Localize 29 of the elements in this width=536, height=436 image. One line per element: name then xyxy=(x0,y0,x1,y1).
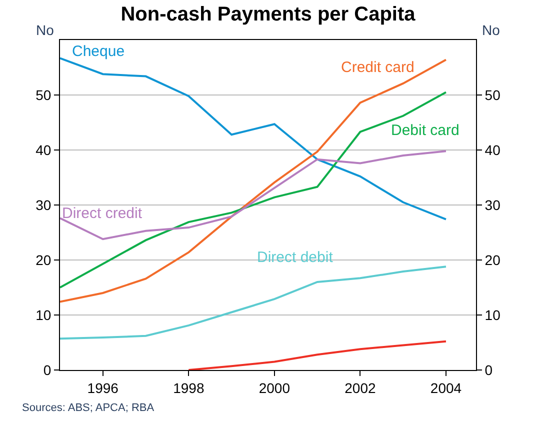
y-tick-label: 40 xyxy=(36,142,52,158)
chart-title: Non-cash Payments per Capita xyxy=(120,4,416,26)
y2-tick-label: 10 xyxy=(484,306,501,323)
y-tick-label: 10 xyxy=(36,306,52,323)
y-axis-title: No xyxy=(36,22,54,38)
y2-axis-title: No xyxy=(482,22,500,38)
y-tick-label: 30 xyxy=(36,196,52,213)
y-tick-label: 20 xyxy=(36,252,52,268)
x-tick-label: 2000 xyxy=(258,380,290,396)
line-series xyxy=(60,266,447,340)
series-label: Credit card xyxy=(341,59,414,76)
y2-tick-label: 40 xyxy=(484,142,501,158)
line-series xyxy=(60,150,447,240)
source-note: Sources: ABS; APCA; RBA xyxy=(22,402,155,414)
y2-tick-label: 50 xyxy=(484,86,501,103)
series-label: Direct credit xyxy=(62,205,143,222)
y-tick-label: 50 xyxy=(36,86,52,103)
x-tick-label: 1996 xyxy=(87,380,119,396)
line-series xyxy=(188,340,447,370)
y2-tick-label: 0 xyxy=(484,362,493,378)
x-tick-label: 2002 xyxy=(344,380,376,396)
y-tick-label: 0 xyxy=(43,362,52,378)
series-label: Cheque xyxy=(72,43,125,60)
x-tick-label: 2004 xyxy=(430,380,462,396)
y2-tick-label: 20 xyxy=(484,252,501,268)
series-label: Debit card xyxy=(391,122,460,139)
x-tick-label: 1998 xyxy=(173,380,204,396)
series-label: Direct debit xyxy=(257,249,334,266)
y2-tick-label: 30 xyxy=(484,196,501,213)
